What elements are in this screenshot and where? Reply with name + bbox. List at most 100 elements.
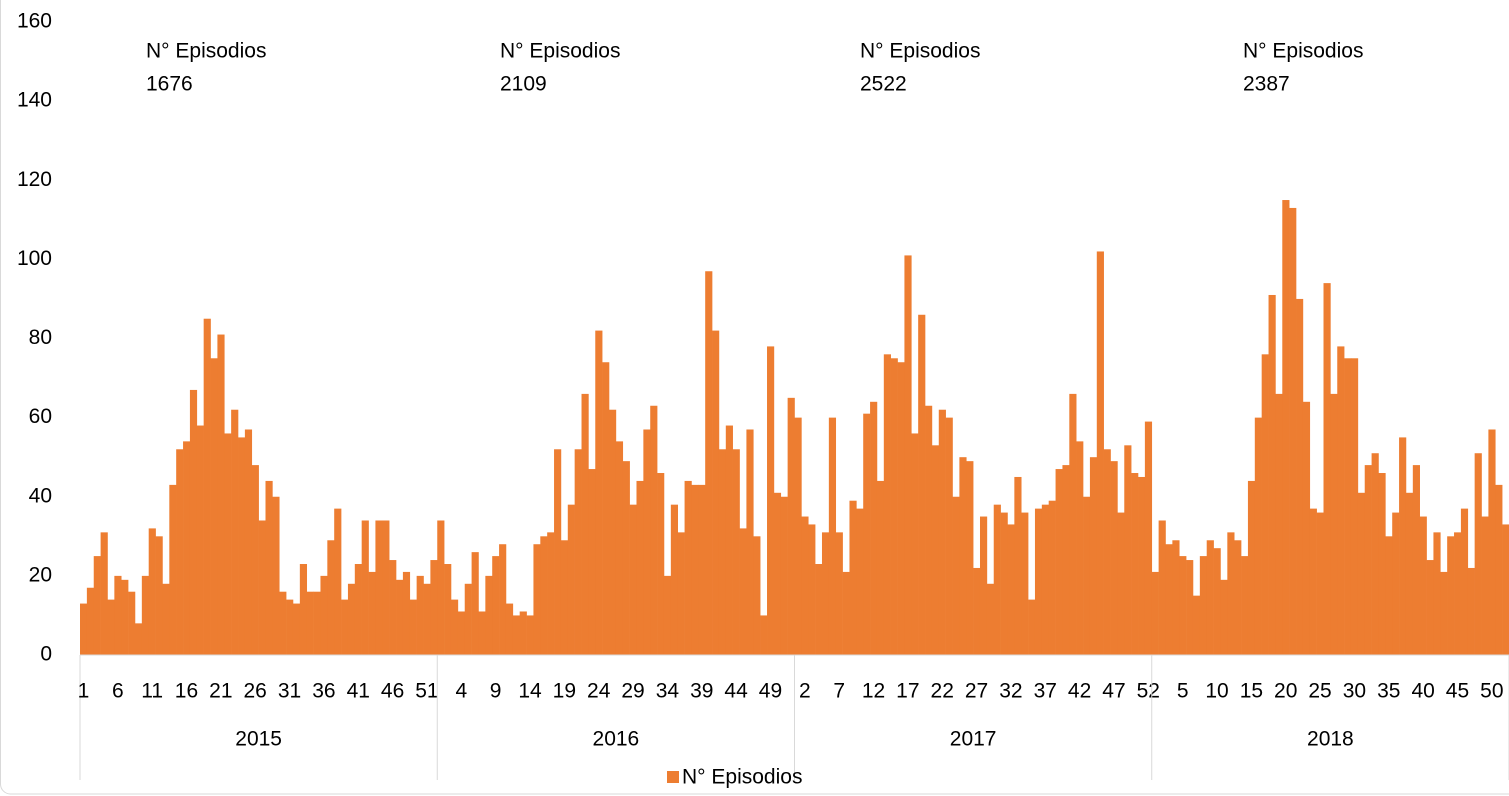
bar [1268, 294, 1276, 655]
annotation-label: N° Episodios [860, 40, 980, 63]
x-tick-label: 27 [965, 680, 988, 703]
bar [450, 599, 459, 655]
x-tick-label: 6 [112, 680, 124, 703]
x-tick-label: 2 [799, 680, 811, 703]
bar [375, 520, 383, 655]
y-tick-label: 20 [29, 563, 52, 586]
x-tick-label: 1 [78, 680, 90, 703]
bar [1247, 480, 1256, 655]
bar [86, 587, 95, 655]
bar [100, 532, 108, 655]
bar [251, 465, 259, 655]
bar [396, 579, 404, 655]
bar [567, 504, 575, 655]
bar [1371, 453, 1379, 655]
x-tick-label: 11 [141, 680, 163, 703]
bar [1337, 346, 1345, 655]
bar [217, 334, 225, 655]
bar [1419, 516, 1427, 655]
bar [430, 560, 438, 655]
annotation-label: N° Episodios [1243, 40, 1363, 63]
bar [155, 536, 163, 655]
bar [746, 429, 754, 655]
bar [389, 560, 397, 655]
bar [1454, 532, 1462, 655]
y-tick-label: 100 [17, 247, 52, 270]
bar [402, 571, 411, 655]
annotation-label: N° Episodios [146, 40, 266, 63]
bar [918, 314, 926, 655]
bar [437, 520, 445, 655]
x-tick-label: 49 [759, 680, 782, 703]
bar [849, 500, 857, 655]
legend-swatch [667, 771, 679, 783]
bar [471, 552, 479, 655]
bar [148, 528, 156, 655]
x-tick-label: 40 [1411, 680, 1434, 703]
bar [1089, 457, 1098, 655]
bar [629, 504, 637, 655]
bar [1392, 512, 1400, 655]
bar [1433, 532, 1441, 655]
bar [1124, 445, 1132, 655]
annotation-value: 1676 [146, 73, 193, 96]
bar [128, 591, 136, 655]
bar [780, 496, 788, 655]
bar [1076, 441, 1084, 655]
group-label: 2017 [950, 728, 997, 751]
x-tick-label: 46 [381, 680, 404, 703]
bar [602, 362, 610, 655]
bar [1296, 298, 1304, 655]
bar [1234, 540, 1242, 655]
bar [292, 603, 301, 655]
bar [883, 354, 891, 655]
bar [938, 409, 946, 655]
bar [1179, 556, 1187, 655]
bar [684, 480, 692, 655]
bar [1405, 492, 1414, 655]
bar [1034, 508, 1043, 655]
bar [1144, 421, 1153, 655]
bar [1460, 508, 1469, 655]
bar [341, 599, 349, 655]
bar [334, 508, 342, 655]
bar [1069, 393, 1077, 655]
x-tick-label: 31 [278, 680, 301, 703]
bar [650, 405, 658, 655]
x-tick-label: 50 [1480, 680, 1503, 703]
bar [313, 591, 321, 655]
bar [409, 599, 417, 655]
bar [1378, 473, 1386, 655]
x-tick-label: 16 [175, 680, 198, 703]
bar [162, 583, 170, 655]
x-tick-label: 4 [455, 680, 467, 703]
bar [1186, 560, 1194, 655]
bar [1364, 465, 1372, 655]
y-tick-label: 0 [40, 643, 52, 666]
bar [677, 532, 685, 655]
bar [176, 449, 184, 655]
bar [609, 409, 617, 655]
y-tick-label: 160 [17, 10, 52, 33]
bar [1110, 461, 1118, 655]
bar [1172, 540, 1180, 655]
bar [505, 603, 514, 655]
x-tick-label: 52 [1137, 680, 1160, 703]
bar [842, 571, 850, 655]
bar [368, 571, 376, 655]
bar [643, 429, 651, 655]
bar [512, 615, 520, 655]
bar [588, 469, 596, 655]
bar [1062, 465, 1070, 655]
bar [1502, 524, 1509, 655]
bar [107, 599, 115, 655]
x-tick-label: 19 [553, 680, 576, 703]
bar [238, 437, 246, 655]
bar [622, 461, 630, 655]
bar [183, 441, 191, 655]
bar [753, 536, 761, 655]
bar [986, 583, 995, 655]
bar [540, 536, 548, 655]
bar [636, 480, 644, 655]
